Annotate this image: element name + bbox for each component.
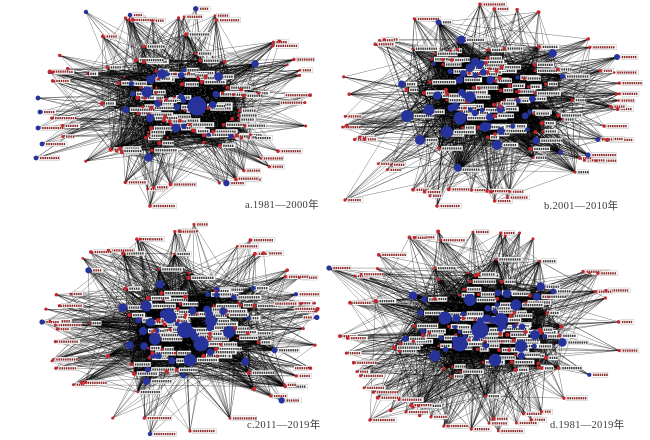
network-panel-c-canvas (0, 220, 325, 440)
network-panel-d-canvas (325, 220, 650, 440)
panel-caption-b: b.2001—2010年 (544, 201, 619, 212)
network-panel-a-canvas (0, 0, 325, 220)
panel-caption-c: c.2011—2019年 (247, 420, 321, 431)
network-panel-b-canvas (325, 0, 650, 220)
panel-caption-d: d.1981—2019年 (550, 420, 625, 431)
panel-caption-a: a.1981—2000年 (245, 200, 319, 211)
